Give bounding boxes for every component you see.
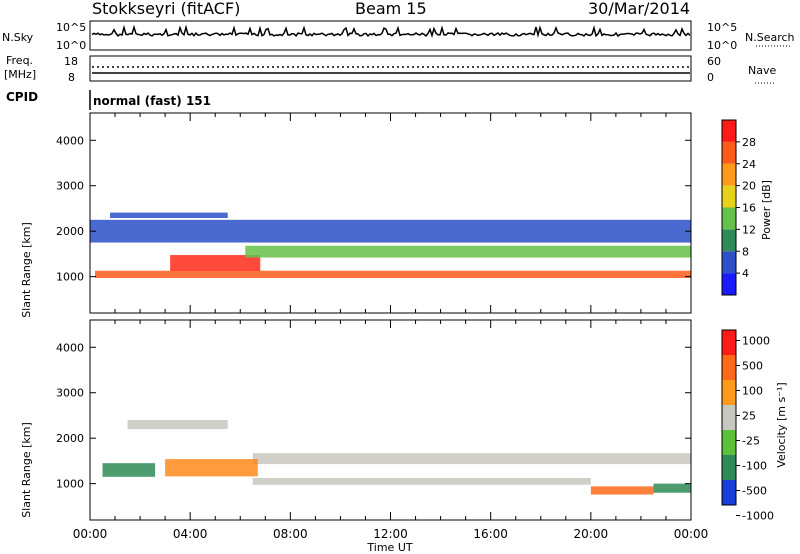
colorbar-tick-label: 20 — [742, 180, 756, 193]
nave-tick-top: 60 — [707, 55, 721, 68]
colorbar-tick-label: 8 — [742, 245, 749, 258]
freq-unit-label: [MHz] — [4, 68, 36, 81]
panel-content — [90, 212, 691, 278]
y-tick-label: 1000 — [56, 271, 84, 284]
x-tick-label: 08:00 — [273, 527, 308, 541]
colorbar-tick-label: -1000 — [742, 510, 774, 523]
freq-label: Freq. — [6, 54, 33, 67]
nsky-strip-frame — [89, 20, 692, 51]
colorbar-tick-label: 100 — [742, 385, 763, 398]
colorbar-tick-label: 16 — [742, 202, 756, 215]
nsearch-tick-bottom: 10^0 — [707, 39, 737, 52]
nsky-tick-bottom: 10^0 — [56, 39, 86, 52]
data-band — [252, 453, 691, 465]
nsearch-label: N.Search — [745, 31, 795, 44]
x-tick-label: 00:00 — [674, 527, 709, 541]
colorbar-tick-label: 28 — [742, 136, 756, 149]
colorbar-segment — [722, 330, 736, 355]
colorbar-tick-label: 25 — [742, 410, 756, 423]
colorbar-tick-label: 1000 — [742, 335, 770, 348]
x-tick-label: 04:00 — [173, 527, 208, 541]
nave-tick-bottom: 0 — [707, 71, 714, 84]
colorbar-segment — [722, 207, 736, 230]
y-tick-label: 4000 — [56, 341, 84, 354]
colorbar-segment — [722, 273, 736, 295]
nave-label: Nave — [748, 64, 776, 77]
time-axis-label: Time UT — [366, 541, 412, 554]
x-tick-label: 20:00 — [574, 527, 609, 541]
y-tick-label: 3000 — [56, 180, 84, 193]
data-band — [590, 486, 654, 495]
colorbar-segment — [722, 229, 736, 252]
colorbar-tick-label: -25 — [742, 435, 760, 448]
colorbar-segment — [722, 355, 736, 380]
y-tick-label: 2000 — [56, 225, 84, 238]
y-tick-label: 1000 — [56, 478, 84, 491]
freq-tick-bottom: 8 — [68, 71, 75, 84]
colorbar-frame — [721, 329, 737, 506]
data-band — [252, 477, 591, 485]
colorbar-tick-label: 500 — [742, 360, 763, 373]
panel-content — [102, 420, 691, 495]
colorbar-segment — [722, 430, 736, 455]
y-tick-label: 2000 — [56, 432, 84, 445]
y-tick-label: 4000 — [56, 134, 84, 147]
radar-title: Stokkseyri (fitACF) — [92, 0, 240, 18]
beam-label: Beam 15 — [355, 0, 427, 18]
colorbar-segment — [722, 163, 736, 186]
colorbar-segment — [722, 141, 736, 164]
colorbar-segment — [722, 185, 736, 208]
colorbar-segment — [722, 480, 736, 505]
freq-strip-frame — [89, 55, 692, 82]
colorbar-segment — [722, 380, 736, 405]
nsearch-tick-top: 10^5 — [707, 21, 737, 34]
colorbar-tick-label: -100 — [742, 460, 767, 473]
nsky-tick-top: 10^5 — [56, 21, 86, 34]
data-band — [245, 245, 691, 258]
freq-tick-top: 18 — [64, 55, 78, 68]
colorbar-tick-label: -500 — [742, 485, 767, 498]
velocity-panel: 1000 2000 3000 4000 00:00 04:00 08:00 12:00 16:0… — [56, 319, 774, 541]
data-band — [90, 219, 691, 243]
cpid-label: CPID — [6, 90, 38, 104]
velocity-ylabel: Slant Range [km] — [20, 422, 33, 518]
cpid-value: normal (fast) 151 — [93, 94, 211, 108]
data-band — [127, 420, 228, 430]
nsky-trace — [91, 24, 691, 39]
power-ylabel: Slant Range [km] — [20, 222, 33, 318]
nsky-label: N.Sky — [2, 31, 34, 44]
data-band — [110, 212, 228, 218]
colorbar-tick-label: 12 — [742, 223, 756, 236]
date-label: 30/Mar/2014 — [588, 0, 690, 18]
colorbar-segment — [722, 120, 736, 142]
colorbar-tick-label: 24 — [742, 158, 756, 171]
power-panel: 1000 2000 3000 4000 4 8 12 16 20 24 28 — [56, 112, 756, 314]
y-tick-label: 3000 — [56, 387, 84, 400]
colorbar-segment — [722, 455, 736, 480]
data-band — [170, 255, 261, 271]
x-tick-label: 16:00 — [473, 527, 508, 541]
x-tick-label: 12:00 — [373, 527, 408, 541]
data-band — [165, 459, 258, 477]
data-band — [653, 483, 691, 493]
data-band — [102, 463, 156, 477]
velocity-colorbar-label: Velocity [m s⁻¹] — [775, 382, 788, 467]
colorbar-segment — [722, 405, 736, 430]
colorbar-segment — [722, 251, 736, 274]
power-colorbar-label: Power [dB] — [760, 180, 773, 240]
x-tick-label: 00:00 — [73, 527, 108, 541]
colorbar-tick-label: 4 — [742, 267, 749, 280]
data-band — [95, 270, 691, 278]
